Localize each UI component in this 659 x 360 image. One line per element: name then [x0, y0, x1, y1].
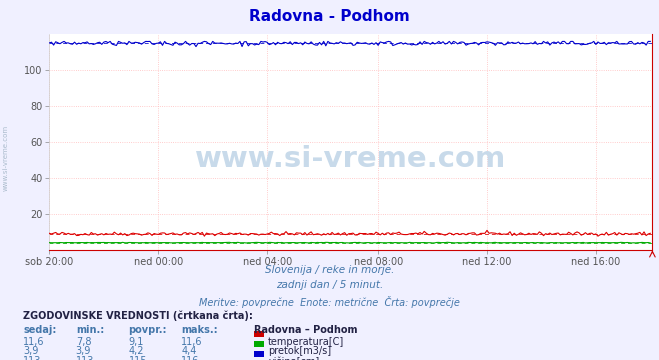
Text: min.:: min.: [76, 325, 104, 335]
Text: www.si-vreme.com: www.si-vreme.com [2, 125, 9, 192]
Text: 4,2: 4,2 [129, 346, 144, 356]
Text: 113: 113 [76, 356, 94, 360]
Text: Radovna - Podhom: Radovna - Podhom [249, 9, 410, 24]
Text: Radovna – Podhom: Radovna – Podhom [254, 325, 357, 335]
Text: maks.:: maks.: [181, 325, 218, 335]
Text: 113: 113 [23, 356, 42, 360]
Text: zadnji dan / 5 minut.: zadnji dan / 5 minut. [276, 280, 383, 290]
Text: ZGODOVINSKE VREDNOSTI (črtkana črta):: ZGODOVINSKE VREDNOSTI (črtkana črta): [23, 310, 253, 321]
Text: 11,6: 11,6 [23, 337, 45, 347]
Text: višina[cm]: višina[cm] [268, 356, 320, 360]
Text: 115: 115 [129, 356, 147, 360]
Text: www.si-vreme.com: www.si-vreme.com [195, 145, 507, 174]
Text: pretok[m3/s]: pretok[m3/s] [268, 346, 331, 356]
Text: 7,8: 7,8 [76, 337, 92, 347]
Text: 9,1: 9,1 [129, 337, 144, 347]
Text: 3,9: 3,9 [76, 346, 91, 356]
Text: 4,4: 4,4 [181, 346, 196, 356]
Text: Slovenija / reke in morje.: Slovenija / reke in morje. [265, 265, 394, 275]
Text: Meritve: povprečne  Enote: metrične  Črta: povprečje: Meritve: povprečne Enote: metrične Črta:… [199, 296, 460, 308]
Text: sedaj:: sedaj: [23, 325, 57, 335]
Text: povpr.:: povpr.: [129, 325, 167, 335]
Text: 11,6: 11,6 [181, 337, 203, 347]
Text: 3,9: 3,9 [23, 346, 38, 356]
Text: 116: 116 [181, 356, 200, 360]
Text: temperatura[C]: temperatura[C] [268, 337, 345, 347]
